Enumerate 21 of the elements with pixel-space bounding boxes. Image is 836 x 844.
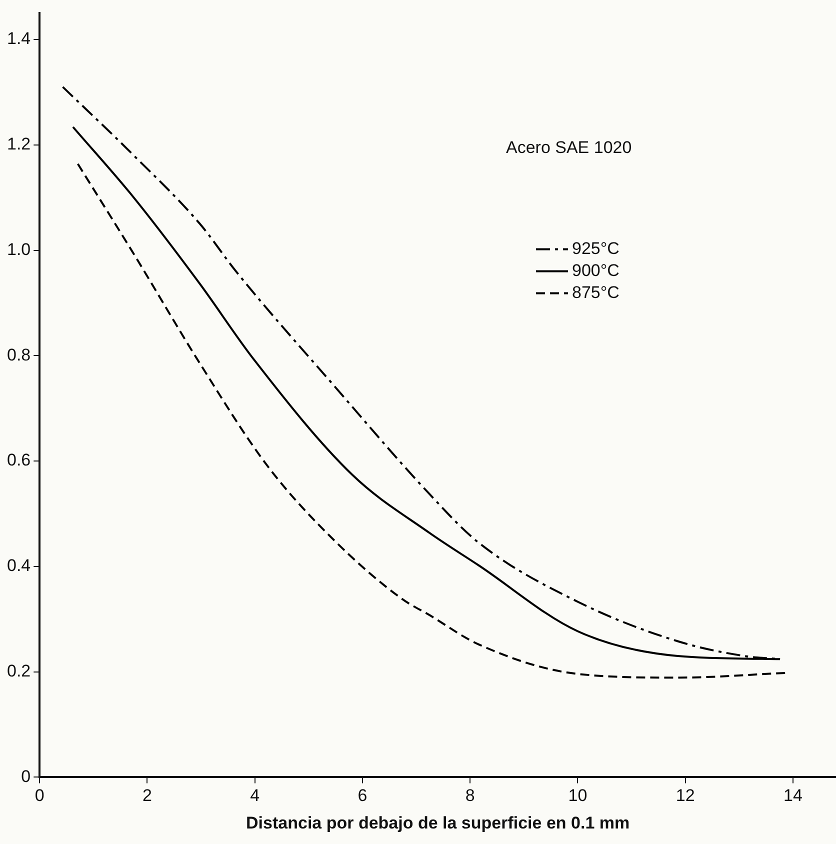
y-tick-label: 0.6 [6, 450, 31, 470]
x-tick-label: 14 [783, 786, 802, 806]
x-tick-label: 4 [250, 786, 260, 806]
y-tick-label: 0 [21, 766, 31, 786]
x-tick-label: 0 [34, 786, 44, 806]
y-tick-label: 0.8 [6, 345, 31, 364]
x-tick-label: 8 [465, 786, 475, 806]
legend-label: 925°C [572, 238, 620, 258]
x-tick-label: 10 [568, 786, 588, 806]
legend-label: 875°C [572, 282, 620, 302]
legend-label: 900°C [572, 260, 620, 280]
x-tick-label: 12 [676, 786, 695, 806]
annotation: Acero SAE 1020 [506, 138, 632, 157]
y-tick-label: 1.4 [6, 29, 31, 48]
y-tick-label: 1.0 [6, 240, 31, 259]
y-tick-label: 0.4 [6, 556, 31, 576]
y-tick-label: 0.2 [6, 662, 31, 681]
x-tick-label: 6 [358, 786, 368, 806]
x-axis-title: Distancia por debajo de la superficie en 0.1 mm [246, 813, 630, 832]
y-tick-label: 1.2 [6, 134, 31, 154]
x-tick-label: 2 [142, 786, 152, 806]
